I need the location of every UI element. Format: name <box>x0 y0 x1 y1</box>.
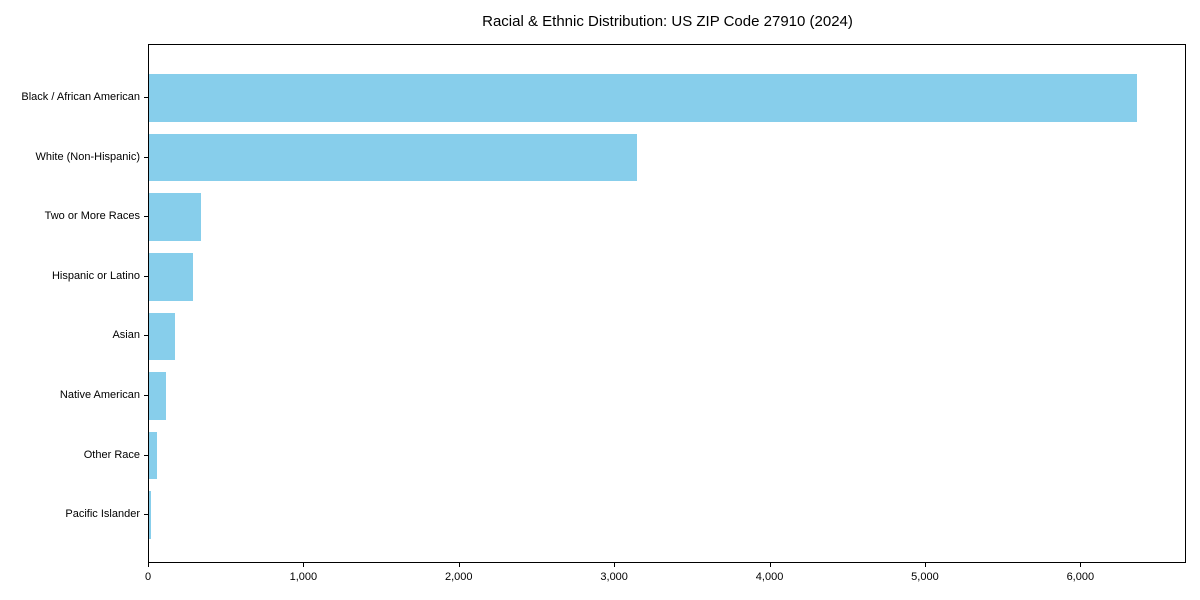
y-tick-mark <box>144 156 148 158</box>
y-axis-label: Asian <box>112 329 140 342</box>
bar-other-race <box>149 431 157 480</box>
y-tick-mark <box>144 395 148 396</box>
y-tick-mark <box>144 454 148 456</box>
y-tick-mark <box>144 275 148 277</box>
x-axis-tick-label: 3,000 <box>600 571 628 583</box>
plot-area <box>148 44 1186 563</box>
bars-layer <box>149 45 1185 562</box>
y-axis-label: Other Race <box>83 448 140 461</box>
y-axis-label: Pacific Islander <box>65 508 140 521</box>
bar-hispanic-or-latino <box>149 252 193 301</box>
x-tick-mark <box>1080 563 1082 567</box>
chart-title: Racial & Ethnic Distribution: US ZIP Cod… <box>482 13 853 30</box>
y-axis-label: White (Non-Hispanic) <box>35 150 140 163</box>
x-tick-mark <box>458 563 460 567</box>
x-tick-mark <box>614 563 616 567</box>
bar-white-non-hispanic <box>149 133 637 182</box>
bar-two-or-more-races <box>149 193 202 242</box>
y-axis-label: Two or More Races <box>44 210 140 223</box>
x-axis-tick-label: 2,000 <box>445 571 473 583</box>
x-axis-tick-label: 4,000 <box>755 571 784 583</box>
x-axis-tick-label: 0 <box>144 571 152 583</box>
x-tick-mark <box>148 563 149 567</box>
y-axis-label: Black / African American <box>21 91 140 103</box>
bar-asian <box>149 312 175 361</box>
y-tick-mark <box>144 514 148 516</box>
x-tick-mark <box>769 563 771 567</box>
y-tick-mark <box>144 335 148 337</box>
y-axis-label: Native American <box>59 389 140 401</box>
x-axis-tick-label: 6,000 <box>1066 571 1095 583</box>
bar-pacific-islander <box>149 491 152 540</box>
x-tick-mark <box>303 563 305 567</box>
x-tick-mark <box>924 563 926 567</box>
bar-native-american <box>149 372 167 420</box>
y-axis-label: Hispanic or Latino <box>51 269 140 282</box>
x-axis-tick-label: 1,000 <box>289 571 318 583</box>
bar-black-african-american <box>149 74 1138 122</box>
y-tick-mark <box>144 97 148 98</box>
y-tick-mark <box>144 216 148 218</box>
x-axis-tick-label: 5,000 <box>911 571 939 583</box>
